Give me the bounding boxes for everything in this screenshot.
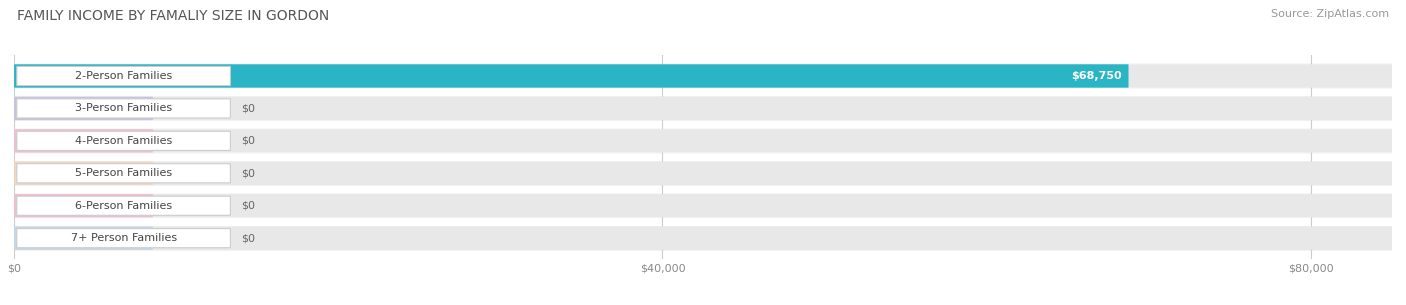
- FancyBboxPatch shape: [14, 63, 1392, 89]
- Text: 3-Person Families: 3-Person Families: [75, 103, 172, 113]
- Text: $0: $0: [242, 168, 256, 178]
- FancyBboxPatch shape: [14, 162, 153, 185]
- FancyBboxPatch shape: [14, 64, 1392, 88]
- Text: FAMILY INCOME BY FAMALIY SIZE IN GORDON: FAMILY INCOME BY FAMALIY SIZE IN GORDON: [17, 9, 329, 23]
- FancyBboxPatch shape: [17, 131, 231, 150]
- FancyBboxPatch shape: [14, 129, 1392, 152]
- FancyBboxPatch shape: [14, 227, 1392, 250]
- Text: 5-Person Families: 5-Person Families: [75, 168, 172, 178]
- FancyBboxPatch shape: [14, 161, 1392, 186]
- FancyBboxPatch shape: [14, 97, 1392, 120]
- FancyBboxPatch shape: [17, 228, 231, 248]
- Text: 4-Person Families: 4-Person Families: [75, 136, 172, 146]
- Text: Source: ZipAtlas.com: Source: ZipAtlas.com: [1271, 9, 1389, 19]
- FancyBboxPatch shape: [14, 227, 153, 250]
- FancyBboxPatch shape: [14, 193, 1392, 218]
- FancyBboxPatch shape: [17, 164, 231, 183]
- Text: $68,750: $68,750: [1071, 71, 1122, 81]
- FancyBboxPatch shape: [14, 96, 1392, 121]
- FancyBboxPatch shape: [14, 64, 1129, 88]
- FancyBboxPatch shape: [14, 194, 153, 217]
- FancyBboxPatch shape: [17, 99, 231, 118]
- FancyBboxPatch shape: [14, 97, 153, 120]
- FancyBboxPatch shape: [14, 162, 1392, 185]
- FancyBboxPatch shape: [17, 66, 231, 86]
- Text: $0: $0: [242, 136, 256, 146]
- Text: $0: $0: [242, 103, 256, 113]
- Text: 6-Person Families: 6-Person Families: [75, 201, 172, 211]
- FancyBboxPatch shape: [14, 194, 1392, 217]
- Text: 7+ Person Families: 7+ Person Families: [70, 233, 177, 243]
- FancyBboxPatch shape: [14, 129, 153, 152]
- Text: $0: $0: [242, 233, 256, 243]
- Text: 2-Person Families: 2-Person Families: [75, 71, 172, 81]
- FancyBboxPatch shape: [17, 196, 231, 215]
- FancyBboxPatch shape: [14, 128, 1392, 153]
- FancyBboxPatch shape: [14, 225, 1392, 251]
- Text: $0: $0: [242, 201, 256, 211]
